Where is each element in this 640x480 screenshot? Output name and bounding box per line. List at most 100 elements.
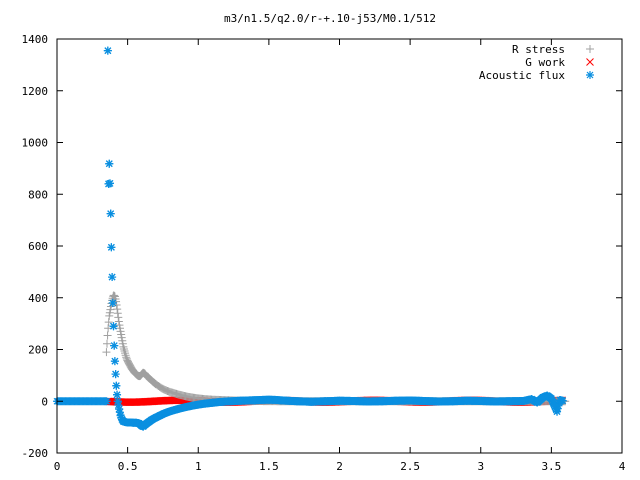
legend-label: Acoustic flux (479, 69, 565, 82)
acoustic-flux-point (115, 405, 124, 414)
acoustic-flux-point (160, 409, 169, 418)
x-tick-label: 0.5 (118, 460, 138, 473)
series-acoustic-flux (53, 46, 567, 431)
acoustic-flux-point (392, 396, 400, 405)
acoustic-flux-point (547, 394, 556, 403)
acoustic-flux-point (476, 396, 485, 405)
legend-marker (586, 58, 594, 66)
acoustic-flux-point (208, 398, 217, 407)
acoustic-flux-point (553, 404, 562, 413)
legend-marker-glyph (586, 58, 594, 66)
acoustic-flux-point (194, 400, 203, 409)
acoustic-flux-point (558, 396, 567, 405)
y-tick-label: 200 (28, 344, 48, 357)
acoustic-flux-point (236, 396, 245, 405)
r-stress-point (119, 342, 128, 351)
x-tick-label: 1 (195, 460, 202, 473)
r-stress-point (121, 349, 130, 358)
r-stress-point (114, 313, 123, 322)
acoustic-flux-point (109, 322, 118, 331)
legend-marker (586, 45, 594, 53)
r-stress-point (113, 305, 122, 314)
acoustic-flux-point (114, 401, 123, 410)
acoustic-flux-point (271, 395, 280, 404)
axes: -200 0 200 400 600 800 1000 1200 1400 0 0.5 1 1.5 2 2.… (22, 33, 626, 473)
x-tick-label: 2.5 (400, 460, 420, 473)
r-stress-point (104, 318, 113, 327)
r-stress-point (103, 339, 112, 348)
r-stress-point (102, 348, 111, 357)
acoustic-flux-point (549, 399, 558, 408)
acoustic-flux-point (279, 396, 287, 405)
acoustic-flux-point (110, 357, 119, 366)
r-stress-point (119, 344, 128, 353)
acoustic-flux-point (377, 397, 386, 406)
acoustic-flux-point (107, 243, 116, 252)
legend-label: G work (525, 56, 565, 69)
acoustic-flux-point (543, 391, 552, 400)
x-tick-label: 0 (54, 460, 61, 473)
acoustic-flux-point (108, 298, 117, 307)
acoustic-flux-point (112, 381, 121, 390)
acoustic-flux-point (103, 46, 112, 55)
acoustic-flux-point (554, 401, 563, 410)
acoustic-flux-point (173, 405, 182, 414)
r-stress-point (114, 317, 123, 326)
y-tick-label: 1200 (22, 85, 49, 98)
chart-title: m3/n1.5/q2.0/r-+.10-j53/M0.1/512 (224, 12, 436, 25)
acoustic-flux-point (106, 209, 115, 218)
acoustic-flux-point (115, 408, 124, 417)
acoustic-flux-point (117, 413, 126, 422)
x-tick-label: 1.5 (259, 460, 279, 473)
acoustic-flux-point (147, 415, 156, 424)
r-stress-point (109, 291, 118, 300)
acoustic-flux-point (187, 401, 196, 410)
x-tick-label: 4 (619, 460, 626, 473)
acoustic-flux-point (420, 396, 429, 405)
acoustic-flux-point (293, 397, 302, 406)
acoustic-flux-point (151, 413, 160, 422)
acoustic-flux-point (519, 396, 528, 405)
acoustic-flux-point (434, 397, 443, 406)
r-stress-point (120, 347, 129, 356)
r-stress-point (121, 351, 130, 360)
acoustic-flux-point (448, 397, 457, 406)
acoustic-flux-point (180, 403, 189, 412)
acoustic-flux-point (548, 397, 557, 406)
acoustic-flux-point (550, 401, 559, 410)
y-tick-label: 400 (28, 292, 48, 305)
acoustic-flux-point (363, 397, 372, 406)
acoustic-flux-point (462, 396, 471, 405)
acoustic-flux-point (116, 411, 125, 420)
legend-marker (586, 71, 594, 79)
acoustic-flux-point (250, 396, 259, 405)
acoustic-flux-point (505, 397, 513, 406)
acoustic-flux-point (108, 273, 117, 282)
y-tick-label: -200 (22, 447, 49, 460)
acoustic-flux-point (349, 396, 358, 405)
acoustic-flux-point (538, 393, 547, 402)
acoustic-flux-point (215, 398, 224, 407)
acoustic-flux-point (553, 407, 562, 416)
legend-label: R stress (512, 43, 565, 56)
acoustic-flux-point (105, 179, 114, 188)
acoustic-flux-point (111, 370, 120, 379)
plot-area (53, 46, 570, 431)
legend-marker-glyph (586, 71, 594, 79)
acoustic-flux-point (548, 396, 557, 405)
acoustic-flux-point (222, 397, 231, 406)
acoustic-flux-point (156, 411, 165, 420)
acoustic-flux-point (110, 341, 119, 350)
acoustic-flux-point (166, 407, 174, 416)
acoustic-flux-point (321, 397, 330, 406)
acoustic-flux-point (527, 395, 536, 404)
acoustic-flux-point (550, 402, 559, 411)
legend-marker-glyph (586, 45, 594, 53)
acoustic-flux-point (490, 397, 499, 406)
acoustic-flux-point (307, 397, 316, 406)
acoustic-flux-point (533, 398, 542, 407)
acoustic-flux-point (201, 399, 210, 408)
acoustic-flux-point (335, 396, 344, 405)
